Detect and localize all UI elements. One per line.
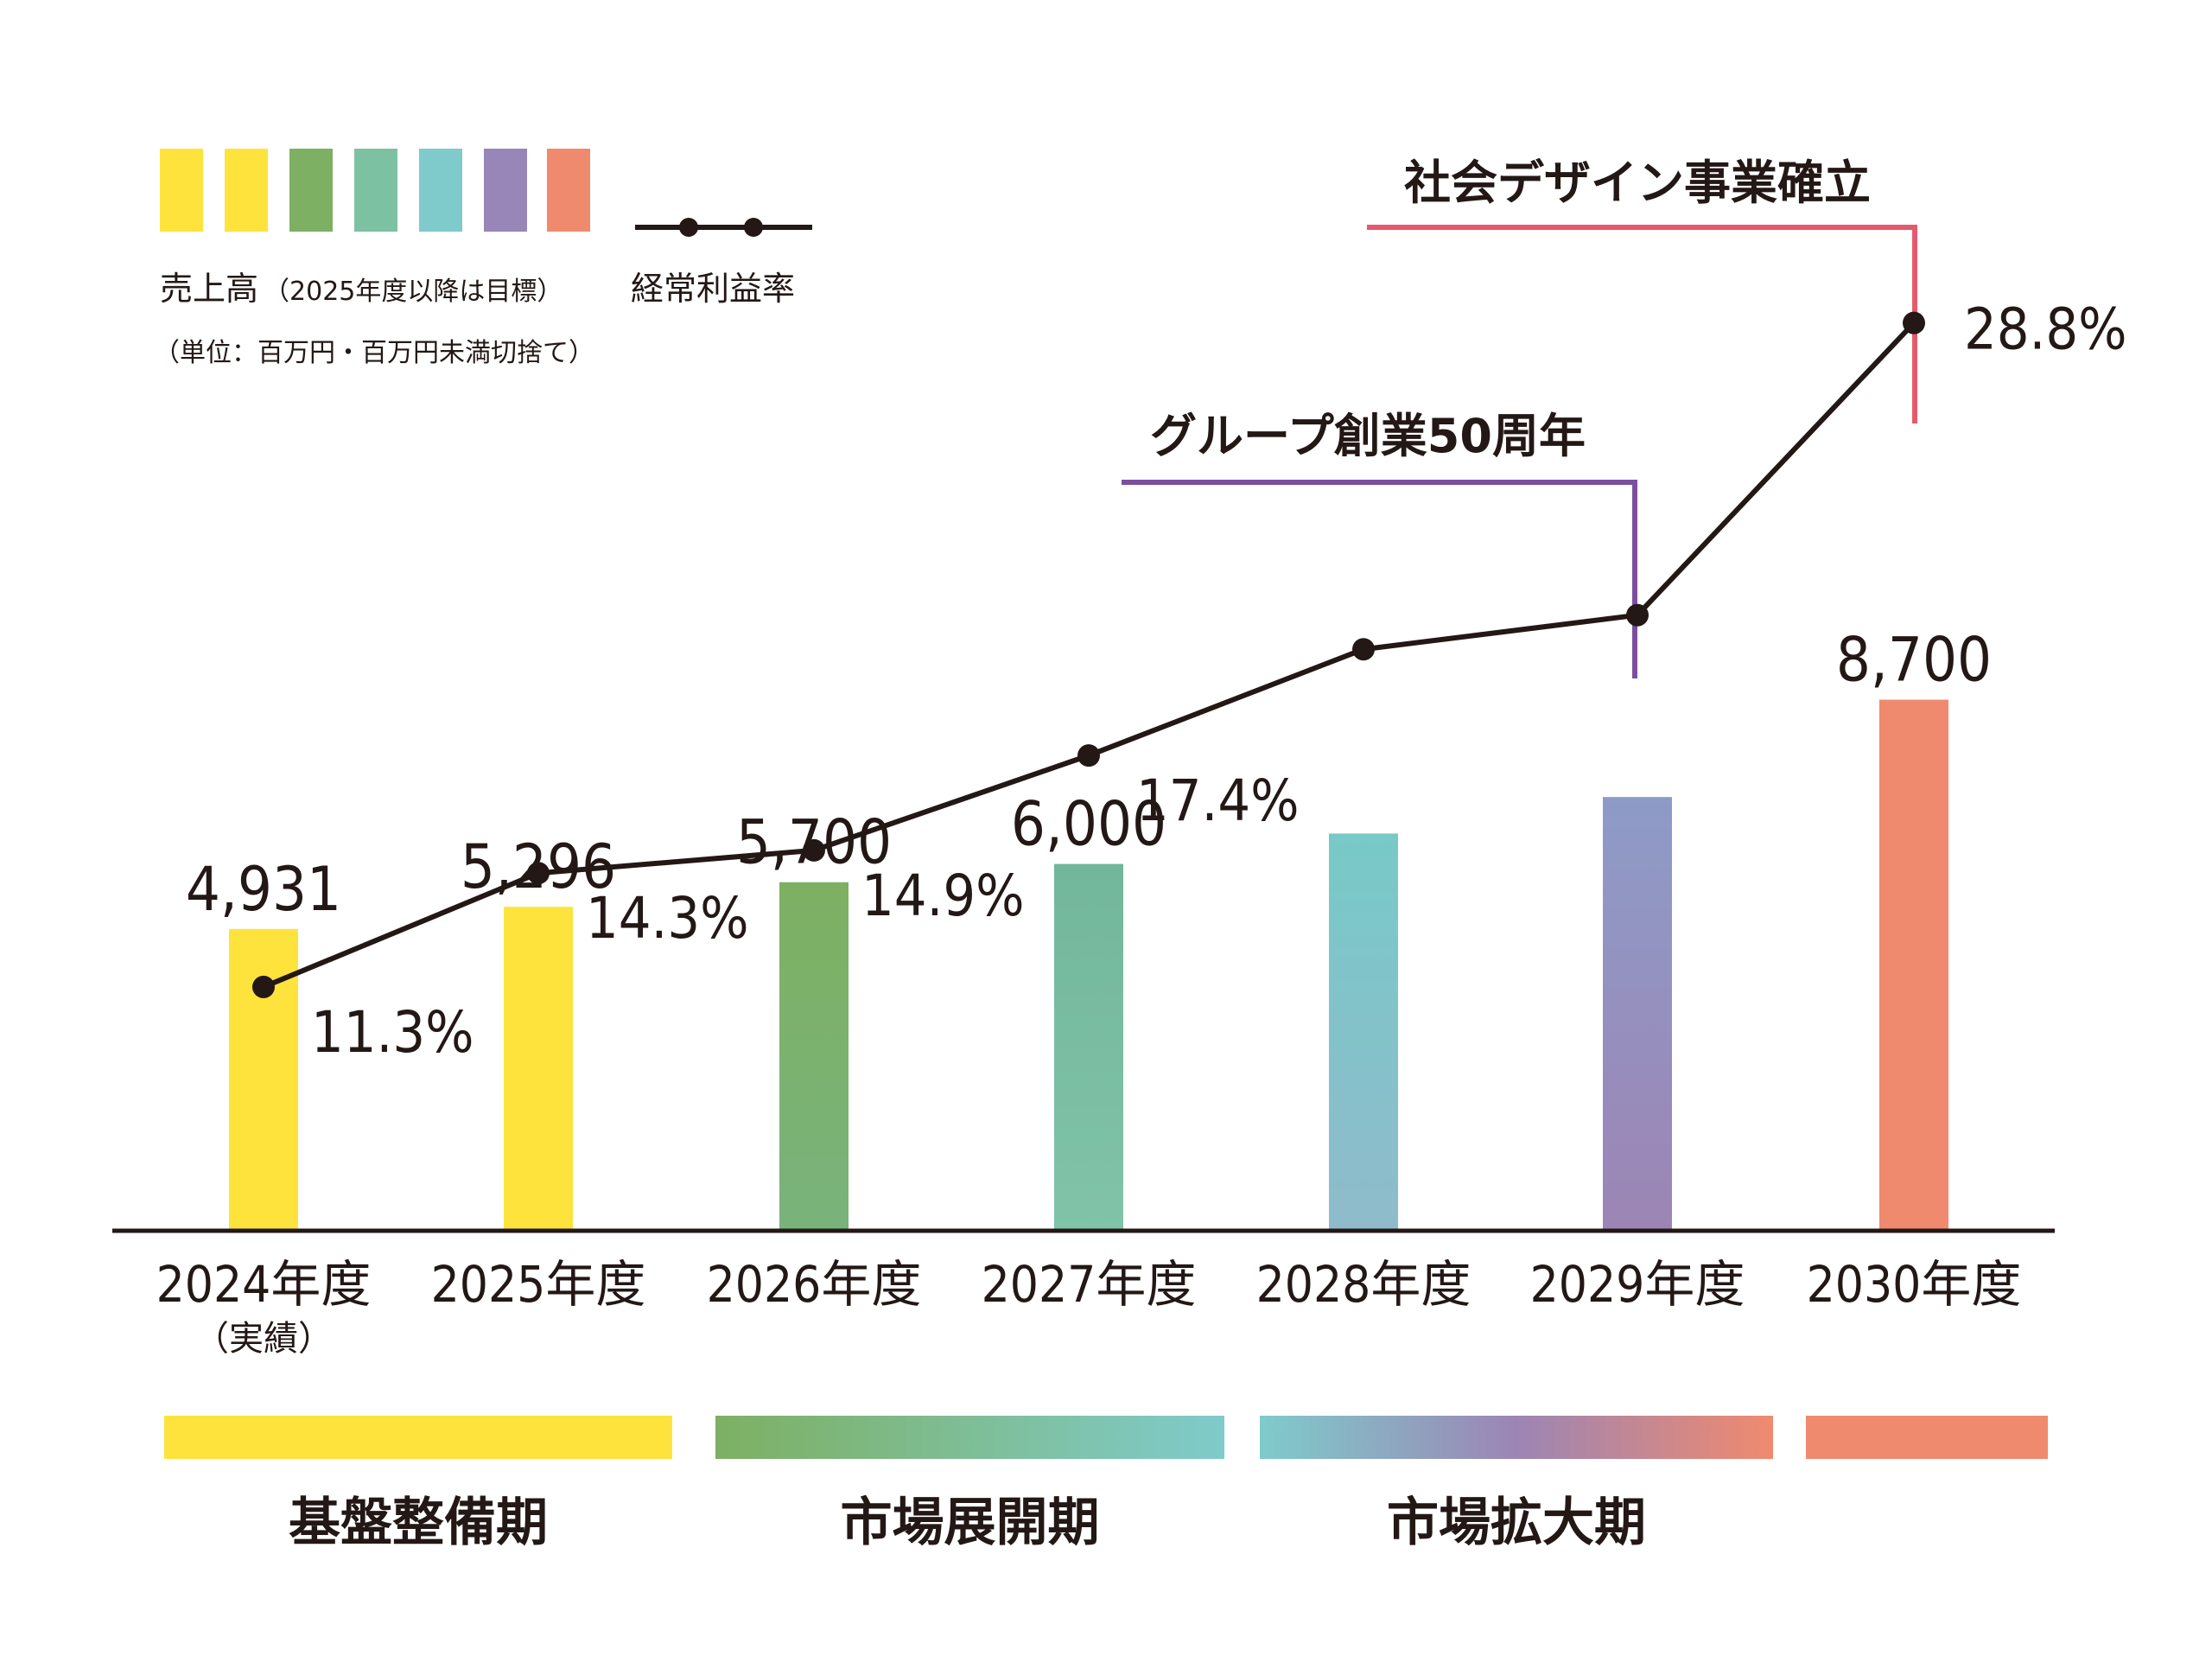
legend-swatch	[354, 149, 397, 232]
ratio-value-label: 11.3%	[311, 999, 474, 1066]
bar-2029年度	[1603, 797, 1672, 1229]
phase-bands: 基盤整備期 市場展開期 市場拡大期	[164, 1416, 2048, 1553]
phase-label: 市場拡大期	[1387, 1493, 1646, 1553]
bar-value-label: 5,296	[461, 831, 616, 902]
ratio-point	[803, 838, 825, 862]
bar-2026年度	[779, 882, 849, 1229]
bar-value-label: 5,700	[736, 807, 892, 878]
x-tick-label: 2029年度	[1530, 1255, 1745, 1314]
ratio-point	[1903, 311, 1925, 334]
ratio-point	[1626, 603, 1649, 627]
legend-swatch	[484, 149, 527, 232]
x-tick-labels: 2024年度 （実績） 2025年度 2026年度 2027年度 2028年度 2029年度…	[156, 1255, 2022, 1359]
legend-swatch	[160, 149, 203, 232]
phase-band	[164, 1416, 672, 1459]
phase-band	[715, 1416, 1224, 1459]
bar-2030年度	[1879, 699, 1948, 1229]
legend-swatch	[225, 149, 268, 232]
ratio-value-label: 17.4%	[1136, 767, 1300, 834]
annotation-2029: グループ創業50周年	[1122, 409, 1637, 678]
phase-label: 市場展開期	[841, 1493, 1100, 1553]
ratio-point	[252, 975, 275, 998]
legend-sales-label: 売上高 （2025年度以降は目標）	[160, 270, 563, 308]
bar-value-label: 6,000	[1011, 789, 1166, 860]
ratio-value-label: 14.9%	[861, 863, 1025, 929]
ratio-value-labels: 11.3% 14.3% 14.9% 17.4% 28.8%	[311, 296, 2127, 1066]
bar-value-label: 4,931	[186, 854, 341, 925]
x-tick-label: 2026年度	[707, 1255, 922, 1314]
annotation-2030-label: 社会デザイン事業確立	[1404, 156, 1871, 210]
x-tick-label: 2030年度	[1807, 1255, 2022, 1314]
ratio-point	[1077, 744, 1100, 767]
legend-line-dot	[744, 218, 763, 237]
legend-swatch	[547, 149, 590, 232]
x-tick-label: 2027年度	[982, 1255, 1197, 1314]
bar-value-label: 8,700	[1836, 625, 1992, 696]
legend-swatch	[289, 149, 333, 232]
bars	[229, 699, 1948, 1229]
annotation-2030: 社会デザイン事業確立	[1367, 156, 1917, 424]
bar-value-labels: 4,931 5,296 5,700 6,000 8,700	[186, 625, 1992, 925]
legend-swatch	[419, 149, 462, 232]
annotation-2029-label: グループ創業50周年	[1150, 409, 1586, 463]
phase-label: 基盤整備期	[289, 1493, 548, 1553]
bar-2028年度	[1329, 833, 1398, 1229]
bar-2027年度	[1054, 863, 1123, 1229]
legend-line-dot	[679, 218, 698, 237]
ratio-point	[1352, 638, 1375, 661]
ratio-value-label: 14.3%	[586, 885, 749, 952]
x-tick-label: 2028年度	[1256, 1255, 1471, 1314]
bar-2025年度	[504, 907, 573, 1229]
ratio-value-label: 28.8%	[1964, 296, 2127, 363]
phase-band	[1260, 1416, 1773, 1459]
x-tick-label: 2024年度	[156, 1255, 372, 1314]
phase-band	[1806, 1416, 2048, 1459]
x-tick-note: （実績）	[194, 1319, 333, 1359]
bar-2024年度	[229, 928, 298, 1229]
legend-ratio-label: 経常利益率	[631, 270, 795, 308]
ratio-point	[527, 862, 550, 885]
ratio-line	[252, 311, 1925, 998]
legend-line-sample	[635, 218, 812, 237]
legend-swatches	[160, 149, 590, 232]
x-tick-label: 2025年度	[431, 1255, 646, 1314]
legend-unit-note: （単位：百万円・百万円未満切捨て）	[154, 338, 594, 368]
